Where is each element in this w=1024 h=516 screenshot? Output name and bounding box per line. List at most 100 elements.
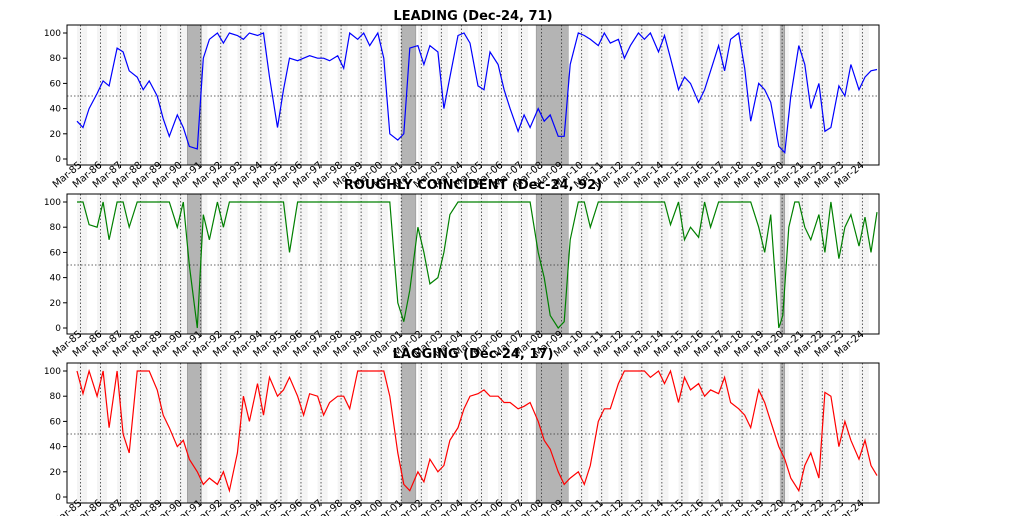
year-shade-band [518,363,529,503]
year-shade-band [217,25,228,165]
year-shade-band [798,25,809,165]
year-shade-band [137,194,148,334]
year-shade-band [297,194,308,334]
y-tick-label: 20 [50,130,62,140]
chart-title: ROUGHLY COINCIDENT (Dec-24, 92) [344,178,602,193]
plot-frame [66,24,880,166]
year-shade-band [257,194,268,334]
year-shade-band [357,25,368,165]
year-shade-band [157,194,168,334]
chart-panel-leading: 020406080100Mar-85Mar-86Mar-87Mar-88Mar-… [44,9,880,191]
year-shade-band [818,25,829,165]
year-shade-band [818,363,829,503]
year-shade-band [738,25,749,165]
year-shade-band [858,363,869,503]
year-shade-band [658,363,669,503]
year-shade-band [197,25,208,165]
year-shade-band [197,194,208,334]
recession-bar [780,24,786,166]
y-tick-label: 60 [50,79,62,89]
year-shade-band [457,363,468,503]
year-shade-band [858,194,869,334]
year-shade-band [297,25,308,165]
y-tick-label: 100 [44,198,61,208]
year-shade-band [598,25,609,165]
y-tick-label: 40 [50,443,62,453]
y-tick-label: 20 [50,468,62,478]
year-shade-band [518,194,529,334]
y-tick-label: 80 [50,392,62,402]
y-tick-label: 80 [50,54,62,64]
year-shade-band [317,25,328,165]
year-shade-band [798,194,809,334]
year-shade-band [738,194,749,334]
year-shade-band [77,194,88,334]
year-shade-band [738,363,749,503]
year-shade-band [137,363,148,503]
year-shade-band [698,194,709,334]
year-shade-band [618,194,629,334]
year-shade-band [317,363,328,503]
year-shade-band [598,194,609,334]
year-shade-band [678,194,689,334]
year-shade-band [117,25,128,165]
y-tick-label: 0 [55,493,61,503]
chart-title: LAGGING (Dec-24, 17) [393,347,554,362]
year-shade-band [137,25,148,165]
year-shade-band [357,363,368,503]
year-shade-band [818,194,829,334]
year-shade-band [257,25,268,165]
y-tick-label: 100 [44,29,61,39]
chart-panel-coincident: 020406080100Mar-85Mar-86Mar-87Mar-88Mar-… [44,178,880,360]
year-shade-band [798,363,809,503]
year-shade-band [337,194,348,334]
recession-bar [535,24,569,166]
series-line [77,201,878,329]
year-shade-band [337,25,348,165]
y-tick-label: 40 [50,274,62,284]
year-shade-band [277,194,288,334]
y-tick-label: 40 [50,105,62,115]
year-shade-band [678,363,689,503]
year-shade-band [257,363,268,503]
year-shade-band [618,363,629,503]
year-shade-band [638,363,649,503]
plot-frame [66,362,880,504]
year-shade-band [377,363,388,503]
year-shade-band [718,194,729,334]
year-shade-band [437,363,448,503]
chart-panel-lagging: 020406080100Mar-85Mar-86Mar-87Mar-88Mar-… [44,347,880,516]
year-shade-band [377,194,388,334]
year-shade-band [678,25,689,165]
year-shade-band [197,363,208,503]
y-tick-label: 60 [50,248,62,258]
year-shade-band [518,25,529,165]
year-shade-band [478,194,489,334]
year-shade-band [217,363,228,503]
year-shade-band [417,25,428,165]
year-shade-band [177,194,188,334]
year-shade-band [498,363,509,503]
year-shade-band [237,194,248,334]
year-shade-band [177,363,188,503]
year-shade-band [97,25,108,165]
year-shade-band [478,363,489,503]
year-shade-band [417,363,428,503]
y-tick-label: 100 [44,367,61,377]
year-shade-band [698,363,709,503]
year-shade-band [77,363,88,503]
year-shade-band [598,363,609,503]
year-shade-band [758,25,769,165]
year-shade-band [858,25,869,165]
year-shade-band [117,363,128,503]
series-line [76,368,878,494]
year-shade-band [758,363,769,503]
year-shade-band [698,25,709,165]
year-shade-band [97,363,108,503]
recession-bar [187,362,202,504]
chart-title: LEADING (Dec-24, 71) [393,9,552,24]
recession-bar [780,362,786,504]
recession-bar [187,24,202,166]
year-shade-band [97,194,108,334]
